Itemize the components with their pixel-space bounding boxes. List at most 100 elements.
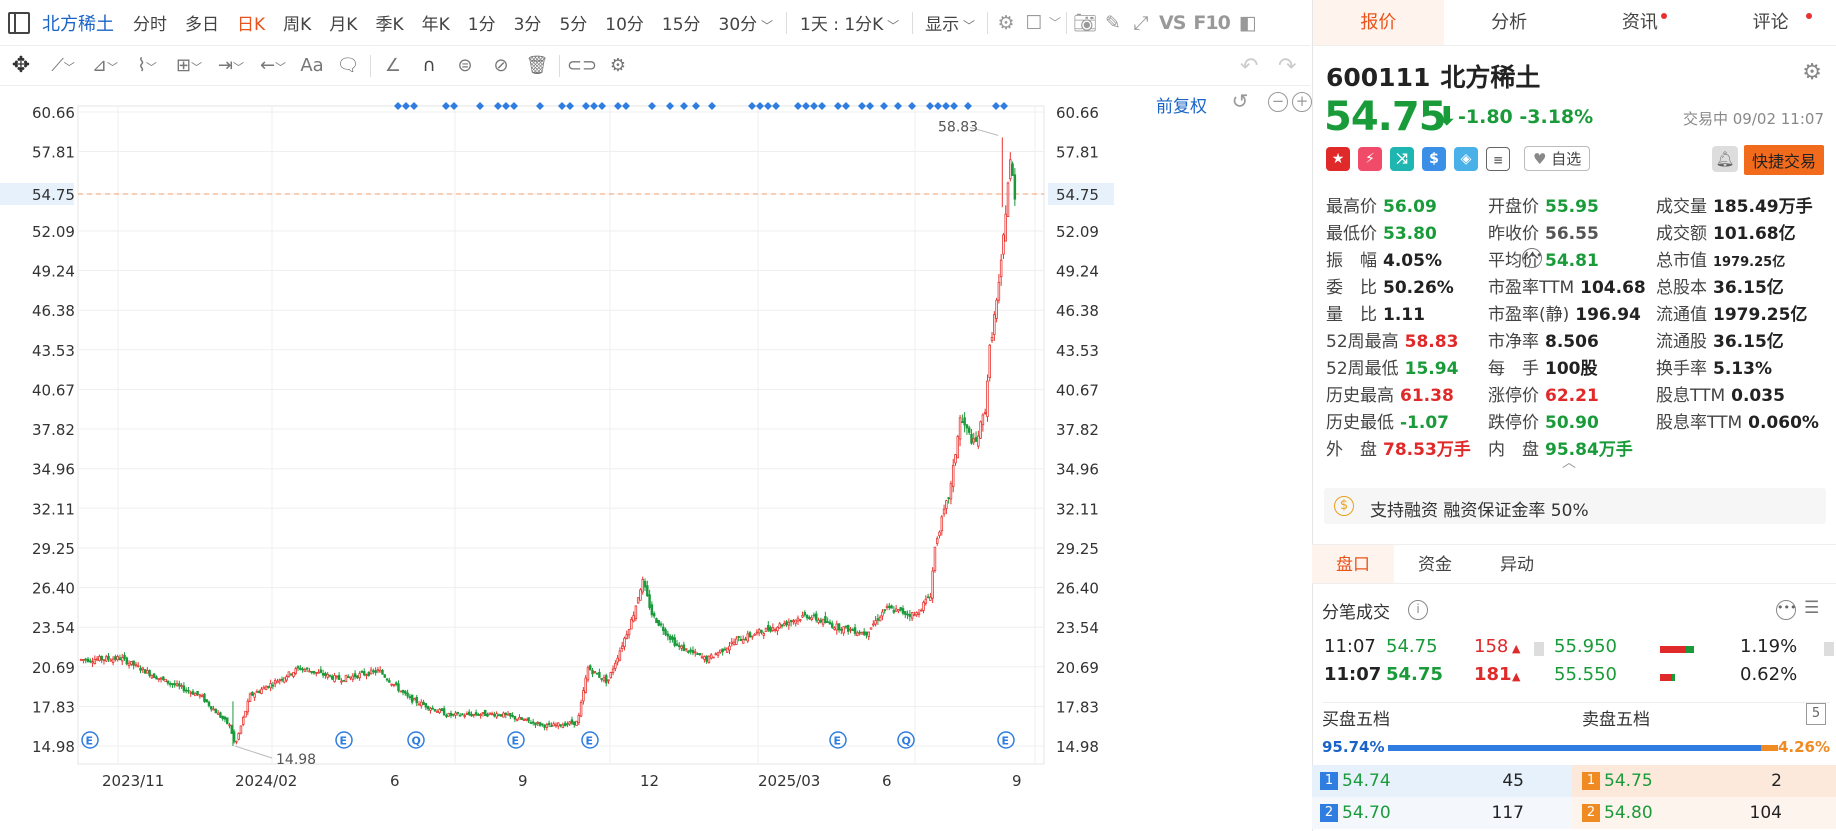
lightning-badge-icon[interactable]: ⚡︎: [1358, 146, 1382, 171]
sidebar-toggle-icon[interactable]: [8, 11, 30, 34]
redo-icon[interactable]: ↷: [1278, 54, 1297, 79]
event-diamond-icon[interactable]: [590, 102, 598, 110]
tab-news[interactable]: 资讯: [1575, 0, 1706, 45]
reset-zoom-icon[interactable]: ↺: [1231, 89, 1249, 113]
orderbook-row[interactable]: 2 54.70 117 2 54.80 104: [1312, 797, 1836, 829]
interval-select[interactable]: 1天 : 1分K ﹀: [791, 10, 908, 35]
info-icon[interactable]: i: [1408, 600, 1428, 620]
event-diamond-icon[interactable]: [950, 102, 958, 110]
f10-button[interactable]: F10: [1193, 11, 1230, 34]
event-diamond-icon[interactable]: [802, 102, 810, 110]
event-diamond-icon[interactable]: [908, 102, 916, 110]
tab-comments[interactable]: 评论: [1705, 0, 1836, 45]
toggle-visibility-icon[interactable]: ⊂⊃: [566, 55, 598, 76]
add-watchlist-button[interactable]: ♥ 自选: [1524, 146, 1591, 171]
period-10min[interactable]: 10分: [605, 15, 644, 35]
event-diamond-icon[interactable]: [394, 102, 402, 110]
camera-icon[interactable]: 📷︎: [1072, 12, 1098, 34]
tab-orderbook[interactable]: 盘口: [1312, 545, 1394, 583]
range-tool-icon[interactable]: ⇥﹀: [217, 55, 245, 76]
fullscreen-icon[interactable]: ⤢: [1133, 11, 1149, 34]
period-multiday[interactable]: 多日: [185, 15, 219, 35]
earnings-event-icon[interactable]: [829, 731, 847, 749]
layout-square-icon[interactable]: ☐: [1025, 11, 1043, 34]
earnings-event-icon[interactable]: [335, 731, 353, 749]
text-tool-icon[interactable]: Aa: [300, 55, 324, 76]
trash-icon[interactable]: 🗑︎: [525, 55, 549, 76]
more-options-icon[interactable]: •••: [1776, 600, 1796, 620]
drawing-settings-icon[interactable]: ⚙: [609, 55, 627, 76]
earnings-event-icon[interactable]: [507, 731, 525, 749]
ray-tool-icon[interactable]: ⊿﹀: [91, 55, 119, 76]
pencil-icon[interactable]: ✎: [1105, 11, 1121, 34]
quarterly-event-icon[interactable]: [407, 731, 425, 749]
event-diamond-icon[interactable]: [558, 102, 566, 110]
panel-toggle-icon[interactable]: ◧: [1238, 11, 1257, 34]
event-diamond-icon[interactable]: [834, 102, 842, 110]
period-monthly-k[interactable]: 月K: [329, 15, 358, 35]
tab-analysis[interactable]: 分析: [1444, 0, 1575, 45]
period-1min[interactable]: 1分: [467, 15, 496, 35]
quick-trade-button[interactable]: 快捷交易: [1743, 145, 1824, 175]
fibonacci-tool-icon[interactable]: ⊞﹀: [175, 55, 203, 76]
event-diamond-icon[interactable]: [794, 102, 802, 110]
event-diamond-icon[interactable]: [566, 102, 574, 110]
collapse-up-icon[interactable]: ︿: [1562, 455, 1576, 471]
zoom-in-icon[interactable]: +: [1292, 92, 1312, 112]
vs-compare-button[interactable]: VS: [1159, 11, 1186, 34]
period-15min[interactable]: 15分: [661, 15, 701, 35]
move-crosshair-icon[interactable]: ✥: [11, 53, 31, 78]
event-diamond-icon[interactable]: [598, 102, 606, 110]
event-diamond-icon[interactable]: [442, 102, 450, 110]
event-diamond-icon[interactable]: [772, 102, 780, 110]
event-diamond-icon[interactable]: [494, 102, 502, 110]
bell-alert-icon[interactable]: 🔔︎: [1712, 146, 1738, 172]
event-diamond-icon[interactable]: [894, 102, 902, 110]
event-diamond-icon[interactable]: [502, 102, 510, 110]
period-weekly-k[interactable]: 周K: [283, 15, 312, 35]
chevron-down-icon[interactable]: ﹀: [1048, 16, 1061, 30]
tab-quote[interactable]: 报价: [1313, 0, 1444, 45]
period-daily-k[interactable]: 日K: [237, 15, 266, 35]
settings-gear-icon[interactable]: ⚙: [997, 11, 1015, 34]
notes-icon[interactable]: ≡: [1486, 146, 1510, 171]
event-diamond-icon[interactable]: [708, 102, 716, 110]
line-segment-icon[interactable]: ⟋﹀: [51, 55, 75, 76]
event-diamond-icon[interactable]: [810, 102, 818, 110]
hide-drawings-icon[interactable]: ⊜: [457, 55, 473, 76]
event-diamond-icon[interactable]: [942, 102, 950, 110]
event-diamond-icon[interactable]: [842, 102, 850, 110]
event-diamond-icon[interactable]: [926, 102, 934, 110]
event-diamond-icon[interactable]: [410, 102, 418, 110]
quote-settings-gear-icon[interactable]: ⚙: [1802, 60, 1822, 85]
earnings-event-icon[interactable]: [81, 731, 99, 749]
event-diamond-icon[interactable]: [1000, 102, 1008, 110]
tag-badge-icon[interactable]: ◈: [1454, 146, 1478, 171]
price-adjust-toggle[interactable]: 前复权: [1156, 97, 1207, 117]
undo-icon[interactable]: ↶: [1240, 54, 1259, 79]
event-diamond-icon[interactable]: [756, 102, 764, 110]
zoom-out-icon[interactable]: −: [1268, 92, 1288, 112]
period-quarterly-k[interactable]: 季K: [375, 15, 404, 35]
display-dropdown[interactable]: 显示 ﹀: [917, 10, 983, 35]
event-diamond-icon[interactable]: [858, 102, 866, 110]
event-diamond-icon[interactable]: [964, 102, 972, 110]
arrow-tool-icon[interactable]: ←﹀: [259, 55, 287, 76]
event-diamond-icon[interactable]: [666, 102, 674, 110]
event-diamond-icon[interactable]: [536, 102, 544, 110]
orderbook-depth-toggle[interactable]: 5: [1806, 703, 1826, 725]
event-diamond-icon[interactable]: [680, 102, 688, 110]
tab-capital-flow[interactable]: 资金: [1418, 555, 1452, 575]
period-intraday[interactable]: 分时: [133, 15, 167, 35]
event-diamond-icon[interactable]: [476, 102, 484, 110]
kline-chart[interactable]: 60.66 60.66 57.81 57.81 54.75 54.75 52.09 52.09…: [0, 86, 1310, 831]
event-diamond-icon[interactable]: [992, 102, 1000, 110]
tab-unusual[interactable]: 异动: [1500, 555, 1534, 575]
china-flag-icon[interactable]: ★: [1326, 146, 1350, 171]
event-diamond-icon[interactable]: [818, 102, 826, 110]
event-diamond-icon[interactable]: [450, 102, 458, 110]
orderbook-row[interactable]: 1 54.74 45 1 54.75 2: [1312, 765, 1836, 797]
event-diamond-icon[interactable]: [614, 102, 622, 110]
event-diamond-icon[interactable]: [582, 102, 590, 110]
event-diamond-icon[interactable]: [880, 102, 888, 110]
